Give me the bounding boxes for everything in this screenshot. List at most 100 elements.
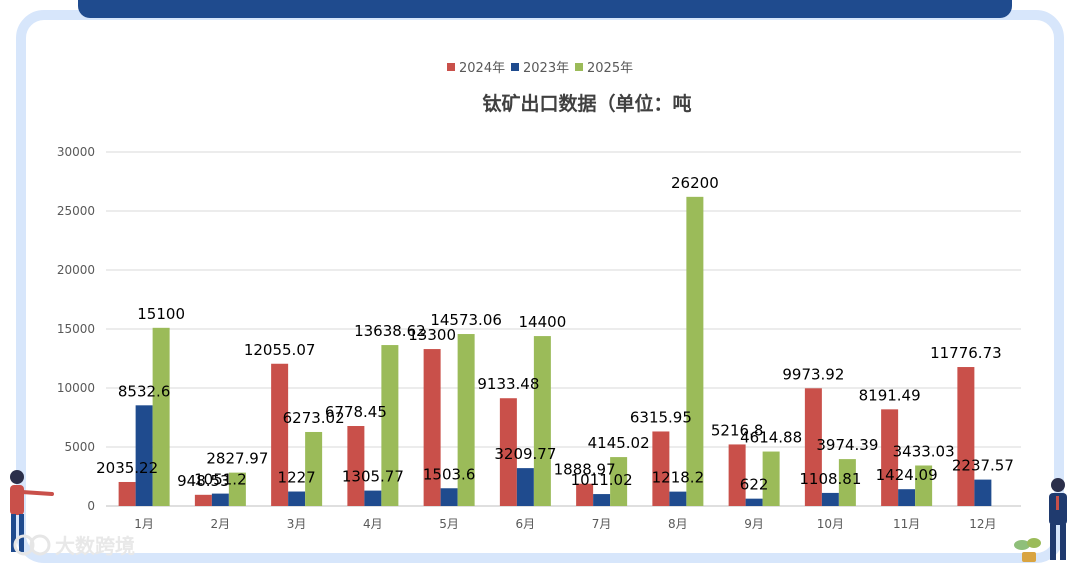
bar-2025年-6月 bbox=[533, 336, 551, 506]
data-label: 1305.77 bbox=[342, 468, 404, 486]
data-label: 11776.73 bbox=[930, 344, 1002, 362]
bar-2024年-8月 bbox=[652, 431, 670, 506]
y-tick-label: 15000 bbox=[57, 322, 95, 336]
bar-2025年-3月 bbox=[305, 431, 323, 506]
legend-label: 2025年 bbox=[587, 61, 633, 76]
data-label: 3209.77 bbox=[494, 445, 556, 463]
data-label: 2237.57 bbox=[952, 457, 1014, 475]
legend-swatch bbox=[575, 63, 583, 71]
data-label: 3433.03 bbox=[893, 442, 955, 460]
y-tick-label: 25000 bbox=[57, 204, 95, 218]
data-label: 13300 bbox=[408, 326, 456, 344]
bar-2023年-1月 bbox=[135, 405, 153, 506]
data-label: 6778.45 bbox=[325, 403, 387, 421]
legend-label: 2024年 bbox=[459, 61, 505, 76]
x-axis-categories: 1月 2月 3月 4月 5月 6月 7月 8月 9月 10月 11月 12月 bbox=[134, 517, 996, 531]
bar-2023年-4月 bbox=[364, 490, 382, 506]
watermark-logo: 大数跨境 bbox=[13, 534, 135, 558]
data-label: 6315.95 bbox=[630, 408, 692, 426]
legend-label: 2023年 bbox=[523, 61, 569, 76]
data-label: 1888.97 bbox=[554, 461, 616, 479]
data-label: 26200 bbox=[671, 174, 719, 192]
bar-2023年-11月 bbox=[898, 489, 916, 506]
x-category-label: 2月 bbox=[211, 517, 231, 531]
bar-2023年-6月 bbox=[516, 468, 534, 506]
y-axis-ticks: 0 5000 10000 15000 20000 25000 30000 bbox=[57, 145, 95, 513]
data-label: 4145.02 bbox=[588, 434, 650, 452]
bar-2023年-3月 bbox=[288, 491, 306, 506]
bar-2024年-10月 bbox=[804, 388, 822, 506]
data-label: 4614.88 bbox=[740, 429, 802, 447]
bar-2024年-5月 bbox=[423, 349, 441, 506]
top-banner bbox=[78, 0, 1012, 18]
x-category-label: 4月 bbox=[363, 517, 383, 531]
x-category-label: 11月 bbox=[893, 517, 920, 531]
bar-2024年-12月 bbox=[957, 367, 975, 506]
x-category-label: 5月 bbox=[439, 517, 459, 531]
man-businessman-illustration bbox=[1049, 478, 1067, 560]
bar-2023年-8月 bbox=[669, 491, 687, 506]
bar-2023年-7月 bbox=[593, 494, 611, 506]
x-category-label: 6月 bbox=[516, 517, 536, 531]
data-label: 13638.62 bbox=[354, 322, 426, 340]
data-label: 8191.49 bbox=[859, 386, 921, 404]
data-label: 622 bbox=[740, 476, 769, 494]
data-label: 12055.07 bbox=[244, 341, 316, 359]
y-tick-label: 20000 bbox=[57, 263, 95, 277]
y-tick-label: 0 bbox=[87, 499, 95, 513]
data-label: 2827.97 bbox=[206, 450, 268, 468]
legend-swatch bbox=[511, 63, 519, 71]
x-category-label: 10月 bbox=[817, 517, 844, 531]
bar-2025年-10月 bbox=[838, 459, 856, 506]
gridlines bbox=[106, 151, 1021, 507]
x-category-label: 8月 bbox=[668, 517, 688, 531]
data-label: 9133.48 bbox=[477, 375, 539, 393]
bar-2025年-5月 bbox=[457, 334, 475, 506]
bar-2024年-9月 bbox=[728, 444, 746, 506]
woman-presenter-illustration bbox=[10, 470, 54, 552]
bar-2025年-4月 bbox=[381, 345, 399, 506]
data-label: 6273.02 bbox=[283, 409, 345, 427]
bar-2025年-2月 bbox=[228, 472, 246, 506]
legend-swatch bbox=[447, 63, 455, 71]
bar-2024年-7月 bbox=[576, 483, 594, 506]
bar-2024年-4月 bbox=[347, 426, 365, 506]
data-label: 9973.92 bbox=[782, 365, 844, 383]
plant-pot-illustration bbox=[1014, 538, 1041, 562]
bar-2025年-1月 bbox=[152, 327, 170, 506]
y-tick-label: 30000 bbox=[57, 145, 95, 159]
bar-2023年-9月 bbox=[745, 498, 763, 506]
x-category-label: 12月 bbox=[969, 517, 996, 531]
data-label: 1227 bbox=[278, 469, 316, 487]
data-label: 1218.2 bbox=[652, 469, 705, 487]
data-label: 948.53 bbox=[177, 472, 230, 490]
bar-2023年-2月 bbox=[211, 493, 229, 506]
data-label: 1108.81 bbox=[799, 470, 861, 488]
chart-title: 钛矿出口数据（单位：吨 bbox=[482, 92, 691, 115]
x-category-label: 7月 bbox=[592, 517, 612, 531]
bar-2025年-11月 bbox=[915, 465, 933, 506]
bar-2024年-11月 bbox=[881, 409, 899, 506]
bar-2025年-8月 bbox=[686, 196, 704, 506]
x-category-label: 9月 bbox=[744, 517, 764, 531]
bar-2023年-10月 bbox=[821, 492, 839, 506]
bar-2025年-7月 bbox=[610, 457, 628, 506]
bars bbox=[118, 196, 992, 506]
bar-2024年-1月 bbox=[118, 481, 136, 506]
watermark-text: 大数跨境 bbox=[55, 534, 135, 558]
data-label: 8532.6 bbox=[118, 382, 171, 400]
data-label: 14400 bbox=[519, 313, 567, 331]
data-label: 1051.2 bbox=[194, 471, 247, 489]
data-label: 1503.6 bbox=[423, 465, 476, 483]
data-label: 14573.06 bbox=[430, 311, 502, 329]
data-label: 2035.22 bbox=[96, 459, 158, 477]
bar-2023年-5月 bbox=[440, 488, 458, 506]
bar-2024年-2月 bbox=[194, 494, 212, 506]
data-labels: 2035.22 948.53 12055.07 6778.45 13300 9133.48… bbox=[96, 174, 1014, 494]
y-tick-label: 10000 bbox=[57, 381, 95, 395]
x-category-label: 1月 bbox=[134, 517, 154, 531]
data-label: 3974.39 bbox=[816, 436, 878, 454]
bar-2024年-6月 bbox=[499, 398, 517, 506]
data-label: 5216.8 bbox=[711, 421, 764, 439]
